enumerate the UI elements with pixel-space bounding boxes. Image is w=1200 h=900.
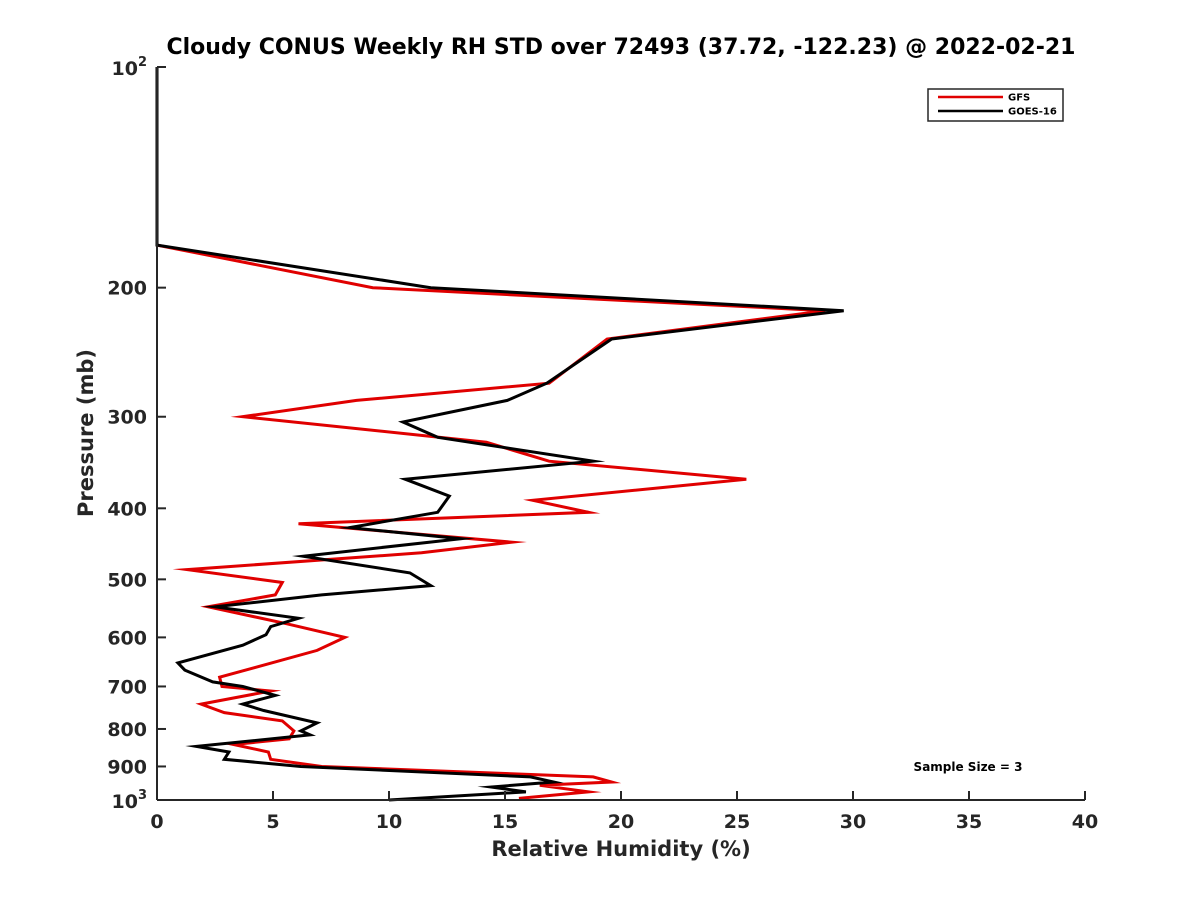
x-tick-label: 20	[608, 811, 634, 833]
y-tick-label: 700	[107, 676, 147, 698]
x-tick-label: 35	[956, 811, 982, 833]
y-tick-label: 200	[107, 278, 147, 300]
x-tick-label: 25	[724, 811, 750, 833]
y-tick-label: 500	[107, 569, 147, 591]
x-axis-title: Relative Humidity (%)	[491, 837, 750, 861]
series-layer	[155, 67, 844, 802]
y-tick-label: 300	[107, 407, 147, 429]
x-axis-ticks: 0 5 10 15 20 25 30 35 40	[150, 791, 1098, 833]
chart-title: Cloudy CONUS Weekly RH STD over 72493 (3…	[167, 35, 1076, 60]
series-line-goes-16	[155, 67, 844, 802]
series-line-gfs	[155, 67, 826, 800]
x-tick-label: 15	[492, 811, 518, 833]
y-tick-label: 400	[107, 498, 147, 520]
x-tick-label: 40	[1072, 811, 1098, 833]
x-tick-label: 10	[376, 811, 402, 833]
x-tick-label: 0	[150, 811, 163, 833]
y-axis-title: Pressure (mb)	[74, 349, 98, 517]
y-tick-label: 102	[112, 55, 148, 80]
y-tick-label: 900	[107, 756, 147, 778]
sample-size-annotation: Sample Size = 3	[914, 760, 1023, 774]
legend-box	[927, 88, 1064, 122]
legend-label-gfs: GFS	[1008, 93, 1030, 104]
y-axis-ticks: 200 300 400 500 600 700 800 900 102 103	[107, 55, 166, 813]
x-tick-label: 30	[840, 811, 866, 833]
x-tick-label: 5	[266, 811, 279, 833]
y-tick-label: 800	[107, 719, 147, 741]
legend: GFS GOES-16	[927, 88, 1064, 122]
y-tick-label: 103	[112, 788, 148, 813]
legend-label-goes-16: GOES-16	[1008, 107, 1057, 118]
plot-area	[157, 67, 1085, 800]
y-tick-label: 600	[107, 627, 147, 649]
